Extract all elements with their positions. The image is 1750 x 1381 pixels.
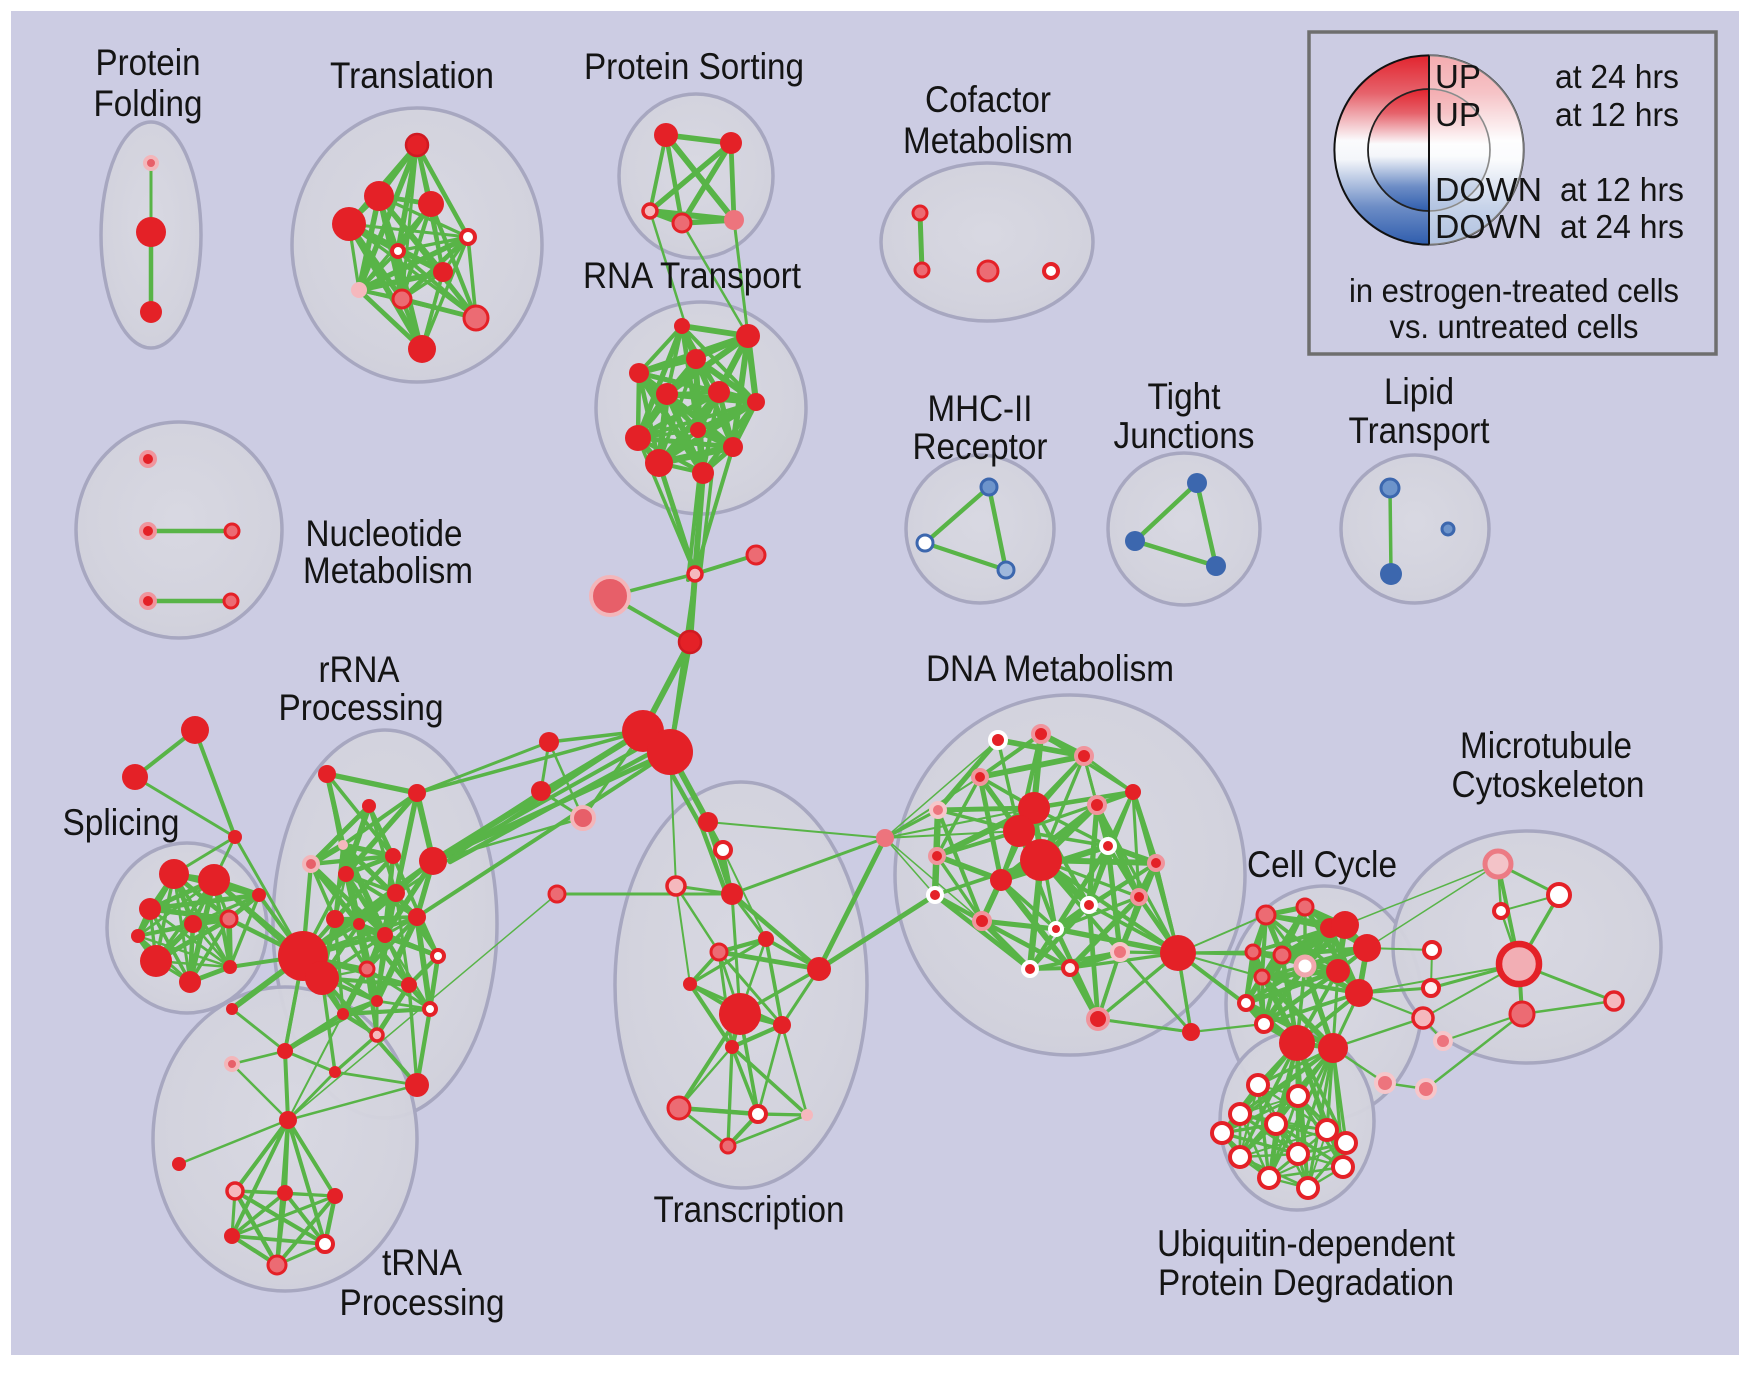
svg-text:Processing: Processing <box>340 1282 505 1323</box>
svg-text:at 12 hrs: at 12 hrs <box>1555 96 1679 133</box>
svg-text:Microtubule: Microtubule <box>1460 725 1632 766</box>
svg-text:in estrogen-treated cells: in estrogen-treated cells <box>1349 272 1679 309</box>
svg-text:Protein Degradation: Protein Degradation <box>1158 1262 1454 1303</box>
svg-text:at 24 hrs: at 24 hrs <box>1560 208 1684 245</box>
svg-text:Receptor: Receptor <box>913 426 1048 467</box>
svg-text:Folding: Folding <box>94 83 203 124</box>
svg-text:RNA Transport: RNA Transport <box>583 255 802 296</box>
svg-text:Splicing: Splicing <box>63 802 180 843</box>
svg-text:Metabolism: Metabolism <box>903 120 1073 161</box>
svg-text:DOWN: DOWN <box>1435 171 1542 208</box>
svg-text:Processing: Processing <box>279 687 444 728</box>
svg-text:rRNA: rRNA <box>319 649 400 690</box>
svg-text:Transcription: Transcription <box>654 1189 845 1230</box>
svg-text:Tight: Tight <box>1148 376 1222 417</box>
svg-text:Translation: Translation <box>330 55 494 96</box>
svg-text:Metabolism: Metabolism <box>303 550 473 591</box>
svg-text:UP: UP <box>1435 96 1481 133</box>
svg-text:MHC-II: MHC-II <box>928 388 1033 429</box>
svg-text:tRNA: tRNA <box>382 1242 462 1283</box>
svg-text:Cell Cycle: Cell Cycle <box>1247 844 1397 885</box>
svg-text:Protein: Protein <box>96 42 201 83</box>
svg-text:vs. untreated cells: vs. untreated cells <box>1390 308 1639 345</box>
svg-text:Lipid: Lipid <box>1384 371 1454 412</box>
svg-text:Protein Sorting: Protein Sorting <box>584 46 804 87</box>
svg-text:DOWN: DOWN <box>1435 208 1542 245</box>
svg-text:at 24 hrs: at 24 hrs <box>1555 58 1679 95</box>
svg-text:UP: UP <box>1435 58 1481 95</box>
svg-text:at 12 hrs: at 12 hrs <box>1560 171 1684 208</box>
svg-text:Cofactor: Cofactor <box>925 79 1051 120</box>
svg-text:Junctions: Junctions <box>1114 415 1255 456</box>
svg-text:DNA Metabolism: DNA Metabolism <box>926 648 1174 689</box>
svg-text:Ubiquitin-dependent: Ubiquitin-dependent <box>1157 1223 1456 1264</box>
svg-text:Cytoskeleton: Cytoskeleton <box>1452 764 1645 805</box>
svg-text:Transport: Transport <box>1349 410 1491 451</box>
svg-text:Nucleotide: Nucleotide <box>306 513 463 554</box>
